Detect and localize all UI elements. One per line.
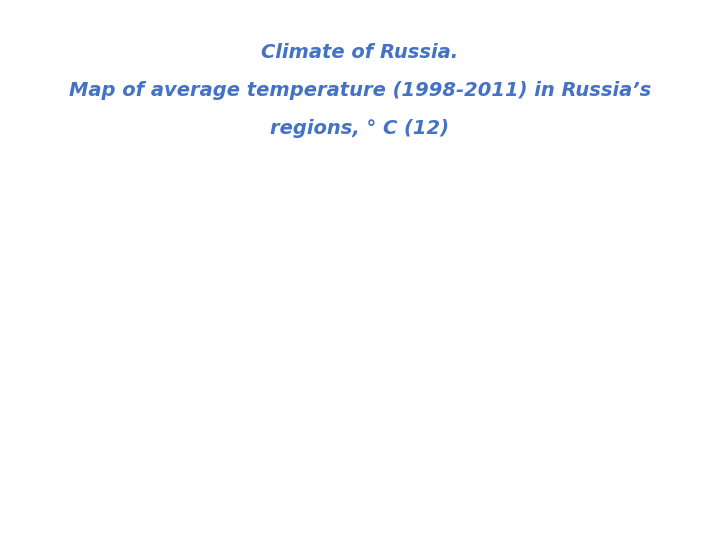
Text: Climate of Russia.: Climate of Russia. — [261, 43, 459, 62]
Text: regions, ° C (12): regions, ° C (12) — [271, 119, 449, 138]
Text: Map of average temperature (1998-2011) in Russia’s: Map of average temperature (1998-2011) i… — [69, 81, 651, 100]
